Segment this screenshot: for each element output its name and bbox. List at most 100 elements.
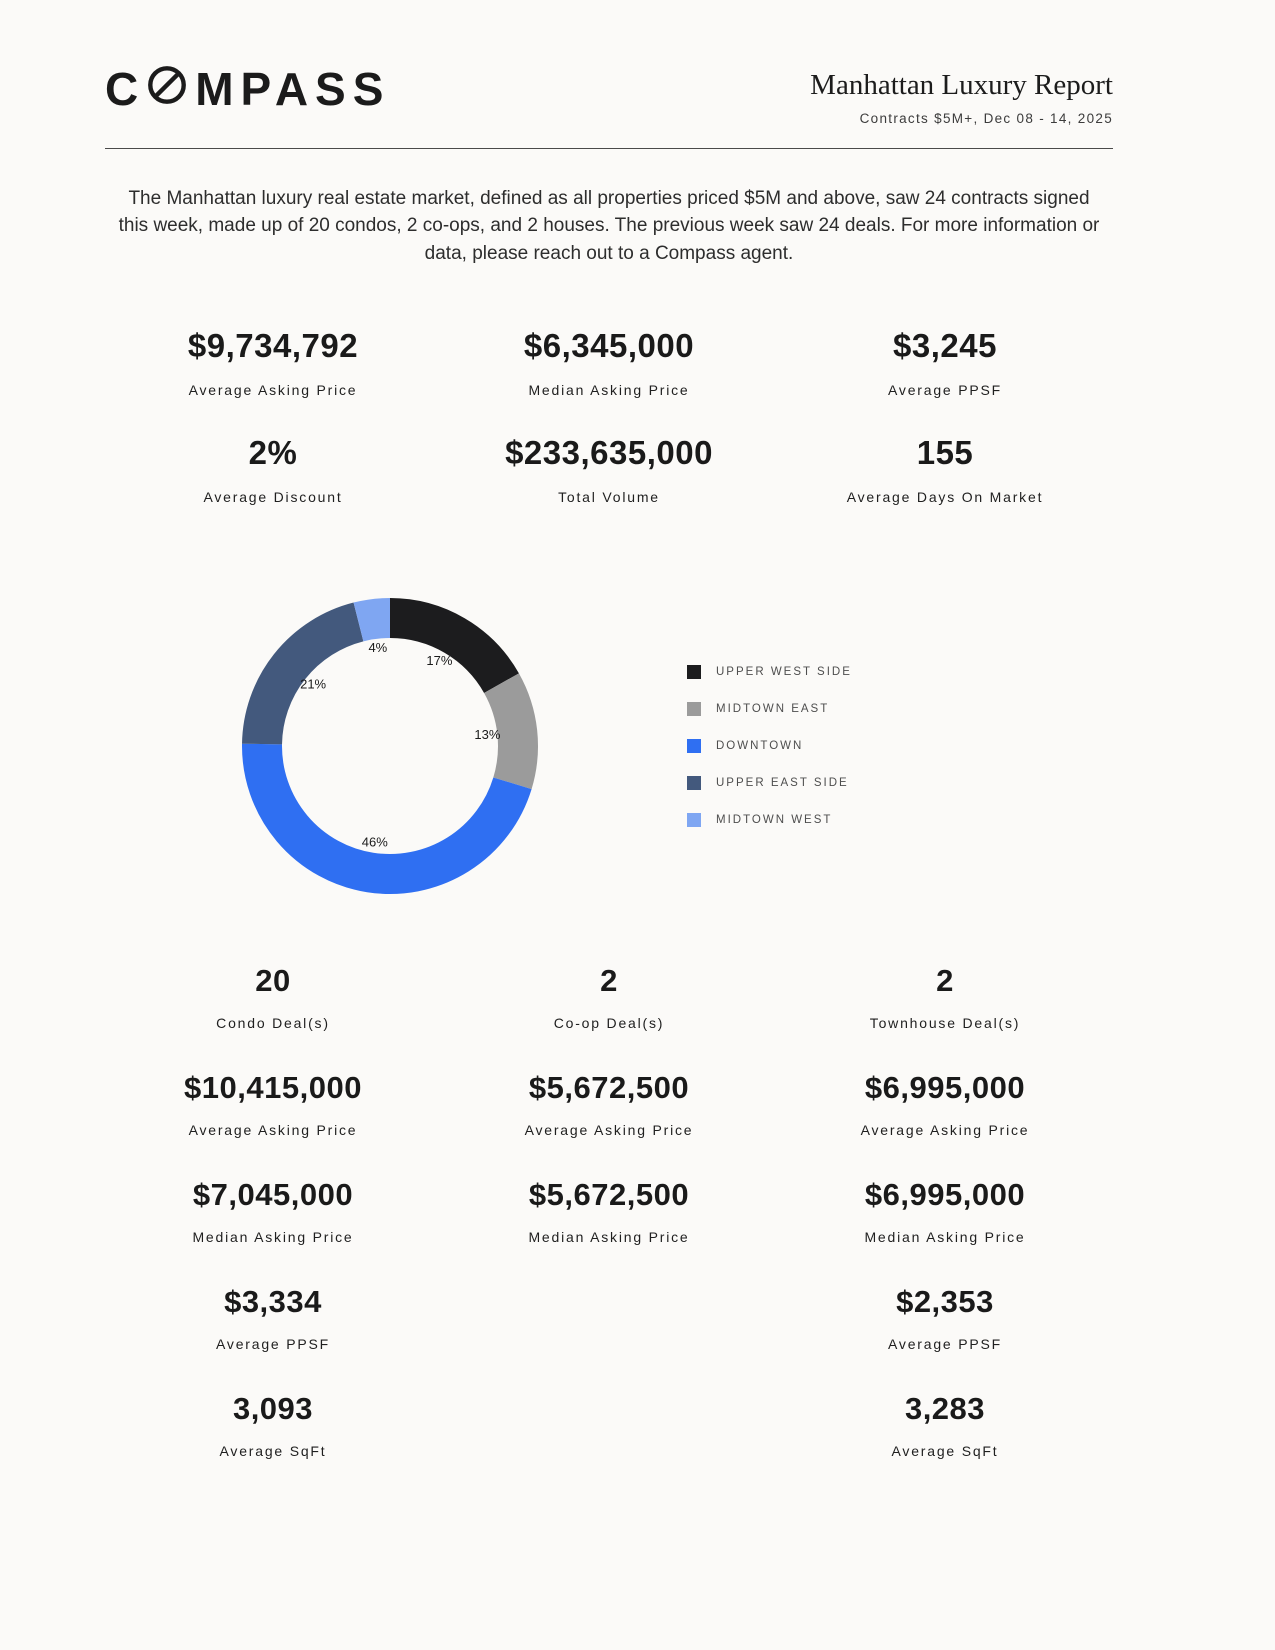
stat-block: $2,353 Average PPSF: [777, 1280, 1113, 1387]
legend-swatch-icon: [687, 812, 701, 827]
deal-count-label: Co-op Deal(s): [553, 1014, 665, 1031]
slice-percent-label: 46%: [362, 834, 388, 849]
logo-text-mpass: MPASS: [195, 62, 391, 115]
stat-label: Average Days On Market: [846, 488, 1044, 505]
donut-slice: [483, 673, 538, 790]
report-subtitle: Contracts $5M+, Dec 08 - 14, 2025: [859, 110, 1113, 126]
stat-block: $6,995,000 Median Asking Price: [777, 1173, 1113, 1280]
stat-value: $233,635,000: [505, 433, 713, 471]
donut-chart: 17% 13% 46% 21% 4%: [242, 597, 538, 894]
donut-slice: [242, 743, 532, 894]
summary-stat: $233,635,000 Total Volume: [441, 428, 777, 535]
header-title-group: Manhattan Luxury Report Contracts $5M+, …: [810, 56, 1113, 126]
stat-value: 3,093: [232, 1390, 314, 1426]
summary-stat: $9,734,792 Average Asking Price: [105, 321, 441, 428]
stat-label: Median Asking Price: [528, 1228, 690, 1245]
legend-label: MIDTOWN EAST: [716, 702, 830, 715]
legend-swatch-icon: [687, 738, 701, 753]
stat-value: 155: [916, 433, 974, 471]
chart-legend: UPPER WEST SIDE MIDTOWN EAST DOWNTOWN UPPER…: [687, 664, 852, 827]
stat-label: Average SqFt: [891, 1442, 999, 1459]
deal-count: 20: [255, 962, 291, 998]
stat-value: $9,734,792: [187, 326, 359, 364]
legend-swatch-icon: [687, 775, 701, 790]
deal-count-label: Townhouse Deal(s): [869, 1014, 1021, 1031]
stat-value: $6,995,000: [864, 1176, 1026, 1212]
stat-label: Average Asking Price: [188, 381, 358, 398]
report-title: Manhattan Luxury Report: [810, 69, 1113, 101]
stat-block: $7,045,000 Median Asking Price: [105, 1173, 441, 1280]
stat-label: Average PPSF: [888, 1335, 1002, 1352]
stat-value: $10,415,000: [184, 1069, 362, 1105]
stat-value: $5,672,500: [528, 1069, 690, 1105]
stat-label: Median Asking Price: [192, 1228, 354, 1245]
summary-stat: $6,345,000 Median Asking Price: [441, 321, 777, 428]
stat-value: $2,353: [896, 1283, 994, 1319]
deal-count: 2: [600, 962, 618, 998]
deal-count: 2: [936, 962, 954, 998]
slice-percent-label: 4%: [368, 640, 387, 655]
compass-logo: C MPASS: [105, 56, 390, 113]
stat-value: 2%: [248, 433, 298, 471]
stat-label: Total Volume: [558, 488, 660, 505]
stat-label: Average Discount: [203, 488, 343, 505]
summary-stat: 2% Average Discount: [105, 428, 441, 535]
compass-o-icon: [146, 64, 188, 113]
legend-item: UPPER WEST SIDE: [687, 664, 852, 679]
deal-count-block: 2 Co-op Deal(s): [441, 959, 777, 1066]
stat-label: Average PPSF: [216, 1335, 330, 1352]
stat-value: $6,995,000: [864, 1069, 1026, 1105]
stat-label: Average Asking Price: [188, 1121, 358, 1138]
stat-label: Average Asking Price: [860, 1121, 1030, 1138]
stat-block: $6,995,000 Average Asking Price: [777, 1066, 1113, 1173]
legend-item: DOWNTOWN: [687, 738, 852, 753]
deal-count-label: Condo Deal(s): [216, 1014, 330, 1031]
summary-stats-grid: $9,734,792 Average Asking Price $6,345,0…: [105, 321, 1113, 535]
donut-slice: [389, 597, 519, 694]
stat-value: 3,283: [904, 1390, 986, 1426]
stat-value: $3,334: [224, 1283, 322, 1319]
header-divider: [105, 147, 1113, 149]
property-types-grid: 20 Condo Deal(s) $10,415,000 Average Ask…: [105, 959, 1113, 1494]
stat-block: 3,283 Average SqFt: [777, 1387, 1113, 1494]
intro-paragraph: The Manhattan luxury real estate market,…: [118, 187, 1100, 264]
logo-text-c: C: [105, 62, 146, 115]
summary-stat: $3,245 Average PPSF: [777, 321, 1113, 428]
legend-swatch-icon: [687, 664, 701, 679]
coop-column: 2 Co-op Deal(s) $5,672,500 Average Askin…: [441, 959, 777, 1494]
legend-item: MIDTOWN EAST: [687, 701, 852, 716]
slice-percent-label: 13%: [474, 727, 500, 742]
stat-value: $5,672,500: [528, 1176, 690, 1212]
stat-label: Average SqFt: [219, 1442, 327, 1459]
stat-block: $5,672,500 Average Asking Price: [441, 1066, 777, 1173]
summary-stat: 155 Average Days On Market: [777, 428, 1113, 535]
legend-item: MIDTOWN WEST: [687, 812, 852, 827]
slice-percent-label: 21%: [300, 677, 326, 692]
stat-block: $10,415,000 Average Asking Price: [105, 1066, 441, 1173]
stat-label: Average PPSF: [888, 381, 1002, 398]
neighborhood-chart-section: 17% 13% 46% 21% 4% UPPER WEST SIDE MIDTOWN EA…: [240, 595, 1113, 897]
donut-slice: [242, 602, 364, 745]
legend-label: UPPER EAST SIDE: [716, 776, 849, 789]
report-page: C MPASS Manhattan Luxury Report Contract…: [105, 0, 1113, 1494]
stat-value: $6,345,000: [523, 326, 695, 364]
stat-label: Median Asking Price: [528, 381, 690, 398]
legend-item: UPPER EAST SIDE: [687, 775, 852, 790]
donut-slice: [353, 597, 391, 642]
stat-value: $7,045,000: [192, 1176, 354, 1212]
deal-count-block: 20 Condo Deal(s): [105, 959, 441, 1066]
donut-chart-wrap: 17% 13% 46% 21% 4%: [240, 596, 540, 896]
report-header: C MPASS Manhattan Luxury Report Contract…: [105, 56, 1113, 126]
stat-value: $3,245: [893, 326, 997, 364]
legend-label: MIDTOWN WEST: [716, 813, 833, 826]
deal-count-block: 2 Townhouse Deal(s): [777, 959, 1113, 1066]
stat-label: Median Asking Price: [864, 1228, 1026, 1245]
legend-label: DOWNTOWN: [716, 739, 804, 752]
townhouse-column: 2 Townhouse Deal(s) $6,995,000 Average A…: [777, 959, 1113, 1494]
legend-swatch-icon: [687, 701, 701, 716]
stat-block: 3,093 Average SqFt: [105, 1387, 441, 1494]
condo-column: 20 Condo Deal(s) $10,415,000 Average Ask…: [105, 959, 441, 1494]
stat-block: $5,672,500 Median Asking Price: [441, 1173, 777, 1280]
legend-label: UPPER WEST SIDE: [716, 665, 852, 678]
slice-percent-label: 17%: [426, 653, 452, 668]
